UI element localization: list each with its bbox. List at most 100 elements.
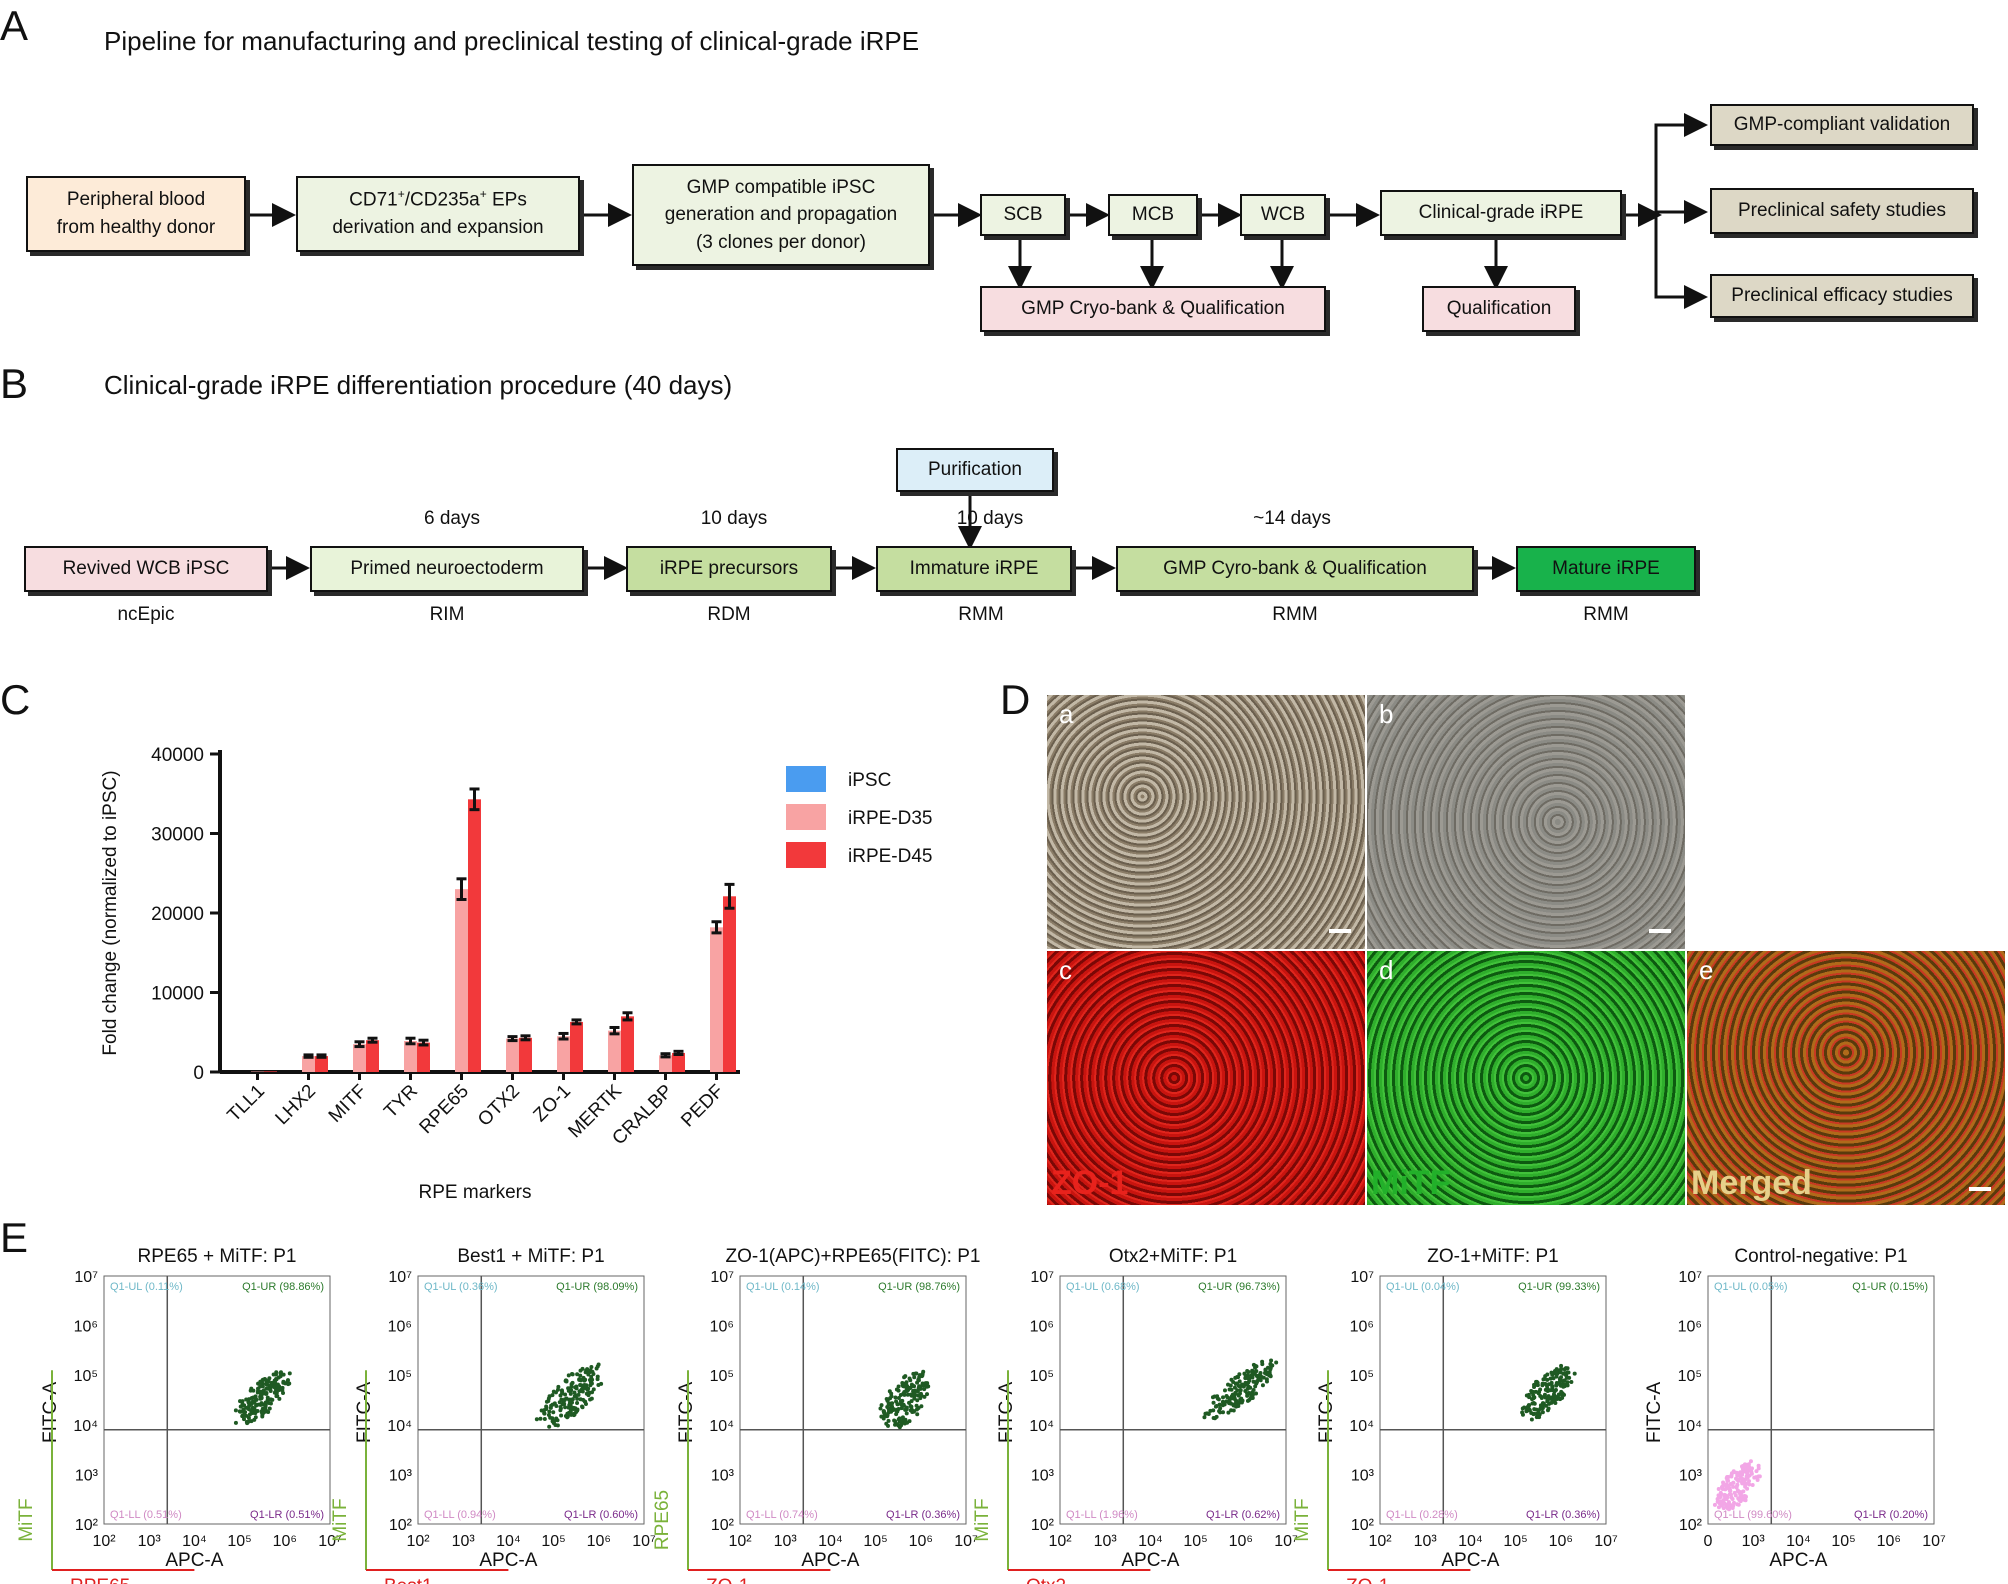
flow-event: [1742, 1481, 1747, 1486]
flow-event: [923, 1381, 928, 1386]
flow-event: [250, 1405, 255, 1410]
micro-label-a: a: [1059, 699, 1074, 729]
flow-event: [264, 1381, 269, 1386]
flow-y-tick-label: 10⁷: [1030, 1269, 1054, 1286]
flow-event: [1542, 1376, 1547, 1381]
flow-y-tick-label: 10⁴: [1677, 1418, 1702, 1435]
flow-y-title: FITC-A: [1316, 1381, 1337, 1443]
flow-event: [1712, 1502, 1717, 1507]
flow-event: [924, 1384, 929, 1389]
scale-bar-b: [1649, 929, 1671, 933]
flow-event: [1202, 1415, 1207, 1420]
bar-irpe-d35: [608, 1030, 621, 1072]
flow-x-title: APC-A: [165, 1550, 223, 1571]
flow-event: [898, 1418, 903, 1423]
flow-title: ZO-1(APC)+RPE65(FITC): P1: [726, 1246, 981, 1267]
y-marker-label: MiTF: [330, 1498, 351, 1541]
flow-event: [249, 1419, 254, 1424]
flow-x-tick-label: 10⁷: [954, 1533, 978, 1550]
flow-event: [568, 1391, 573, 1396]
flow-event: [1233, 1403, 1238, 1408]
flow-x-tick-label: 10⁵: [227, 1533, 251, 1550]
medium-4: RMM: [958, 604, 1004, 625]
eps-sup-b: +: [479, 187, 487, 202]
flow-y-tick-label: 10⁶: [1030, 1319, 1054, 1336]
flow-event: [1224, 1393, 1229, 1398]
flow-x-tick-label: 10³: [774, 1533, 798, 1550]
step-revived-label: Revived WCB iPSC: [62, 558, 230, 580]
flow-event: [1749, 1466, 1754, 1471]
flow-event: [590, 1390, 595, 1395]
flow-event: [260, 1414, 265, 1419]
x-marker-label: ZO-1: [706, 1576, 749, 1584]
flow-event: [286, 1382, 291, 1387]
flow-event: [551, 1421, 556, 1426]
flow-event: [589, 1381, 594, 1386]
step-mature-label: Mature iRPE: [1552, 558, 1660, 580]
flow-event: [1254, 1379, 1259, 1384]
flow-event: [881, 1416, 886, 1421]
flow-event: [274, 1390, 279, 1395]
q-lr-label: Q1-LR (0.36%): [1526, 1509, 1600, 1521]
flow-x-tick-label: 10⁵: [1831, 1533, 1855, 1550]
micro-mitf-d: d MiTF: [1366, 950, 1686, 1206]
legend-swatch: [786, 842, 826, 868]
flow-event: [275, 1394, 280, 1399]
flow-event: [905, 1420, 910, 1425]
flow-event: [925, 1392, 930, 1397]
flow-event: [899, 1423, 904, 1428]
flow-event: [1554, 1367, 1559, 1372]
flow-event: [1245, 1368, 1250, 1373]
x-tick-label: RPE65: [416, 1081, 473, 1138]
flow-x-tick-label: 10³: [1742, 1533, 1766, 1550]
flow-event: [1208, 1408, 1213, 1413]
safety-box: Preclinical safety studies: [1710, 188, 1974, 234]
flow-y-tick-label: 10⁷: [1678, 1269, 1702, 1286]
flow-event: [547, 1409, 552, 1414]
q-ll-label: Q1-LL (0.74%): [746, 1509, 818, 1521]
flow-event: [242, 1413, 247, 1418]
flow-event: [260, 1384, 265, 1389]
flow-y-tick-label: 10⁵: [1678, 1368, 1702, 1385]
flow-event: [1529, 1417, 1534, 1422]
legend-swatch: [786, 804, 826, 830]
flow-event: [1269, 1358, 1274, 1363]
flow-event: [915, 1398, 920, 1403]
flow-event: [1731, 1484, 1736, 1489]
flow-event: [547, 1424, 552, 1429]
flow-event: [1559, 1363, 1564, 1368]
q-ll-label: Q1-LL (0.94%): [424, 1509, 496, 1521]
x-tick-label: PEDF: [677, 1081, 728, 1132]
flow-x-tick-label: 10⁶: [1877, 1533, 1901, 1550]
flow-event: [268, 1388, 273, 1393]
flow-event: [1744, 1466, 1749, 1471]
flow-y-tick-label: 10²: [711, 1517, 735, 1534]
eps-box-line2: derivation and expansion: [332, 217, 544, 239]
flow-event: [1540, 1410, 1545, 1415]
flow-x-tick-label: 10⁷: [1594, 1533, 1618, 1550]
wcb-label: WCB: [1260, 204, 1306, 226]
q-ll-label: Q1-LL (0.28%): [1386, 1509, 1458, 1521]
flow-event: [280, 1385, 285, 1390]
safety-label: Preclinical safety studies: [1737, 200, 1947, 222]
flow-event: [569, 1388, 574, 1393]
legend-label: iPSC: [848, 770, 891, 791]
flow-event: [567, 1397, 572, 1402]
flow-event: [1250, 1393, 1255, 1398]
flow-event: [1251, 1379, 1256, 1384]
flow-y-tick-label: 10²: [1351, 1517, 1375, 1534]
flow-event: [1554, 1370, 1559, 1375]
flow-event: [885, 1413, 890, 1418]
flow-event: [259, 1401, 264, 1406]
flow-event: [902, 1381, 907, 1386]
efficacy-label: Preclinical efficacy studies: [1731, 285, 1953, 307]
flow-event: [246, 1416, 251, 1421]
eps-text-b: /CD235a: [404, 189, 480, 211]
micro-merged-e: e Merged: [1686, 950, 2006, 1206]
panel-c-chart: 0 10000 20000 30000 40000 Fold change (normal…: [100, 745, 932, 1203]
flow-y-tick-label: 10⁴: [73, 1418, 98, 1435]
arrow-branch-efficacy: [1654, 125, 1708, 309]
flow-x-tick-label: 10⁷: [1274, 1533, 1298, 1550]
flow-event: [1550, 1384, 1555, 1389]
flow-event: [1559, 1389, 1564, 1394]
